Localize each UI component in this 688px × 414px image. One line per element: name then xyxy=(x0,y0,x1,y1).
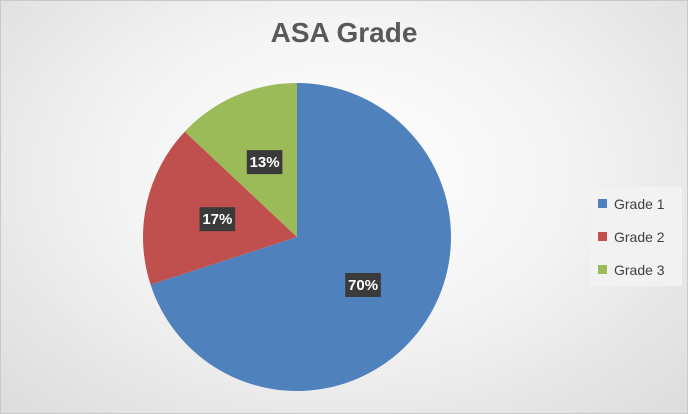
pie-slice-grade-1 xyxy=(150,83,451,391)
chart-title: ASA Grade xyxy=(270,17,418,48)
legend-item-grade-1: Grade 1 xyxy=(590,187,682,220)
data-label-text-grade-3: 13% xyxy=(250,154,280,171)
data-label-grade-1: 70% xyxy=(345,272,381,297)
legend-item-grade-2: Grade 2 xyxy=(590,220,682,253)
legend-swatch-grade-1 xyxy=(598,199,607,208)
data-label-grade-2: 17% xyxy=(199,207,236,232)
data-label-box-grade-2 xyxy=(199,207,236,232)
legend-label-grade-1: Grade 1 xyxy=(614,195,665,212)
legend-swatch-grade-2 xyxy=(598,232,607,241)
data-label-text-grade-1: 70% xyxy=(348,277,378,294)
legend-label-grade-2: Grade 2 xyxy=(614,228,665,245)
legend-item-grade-3: Grade 3 xyxy=(590,253,682,286)
legend: Grade 1 Grade 2 Grade 3 xyxy=(590,187,682,286)
legend-swatch-grade-3 xyxy=(598,265,607,274)
data-label-box-grade-3 xyxy=(246,150,283,175)
pie-slice-grade-3 xyxy=(184,83,297,237)
data-label-text-grade-2: 17% xyxy=(202,211,232,228)
legend-label-grade-3: Grade 3 xyxy=(614,261,665,278)
data-label-grade-3: 13% xyxy=(246,150,283,175)
data-label-box-grade-1 xyxy=(345,272,381,297)
